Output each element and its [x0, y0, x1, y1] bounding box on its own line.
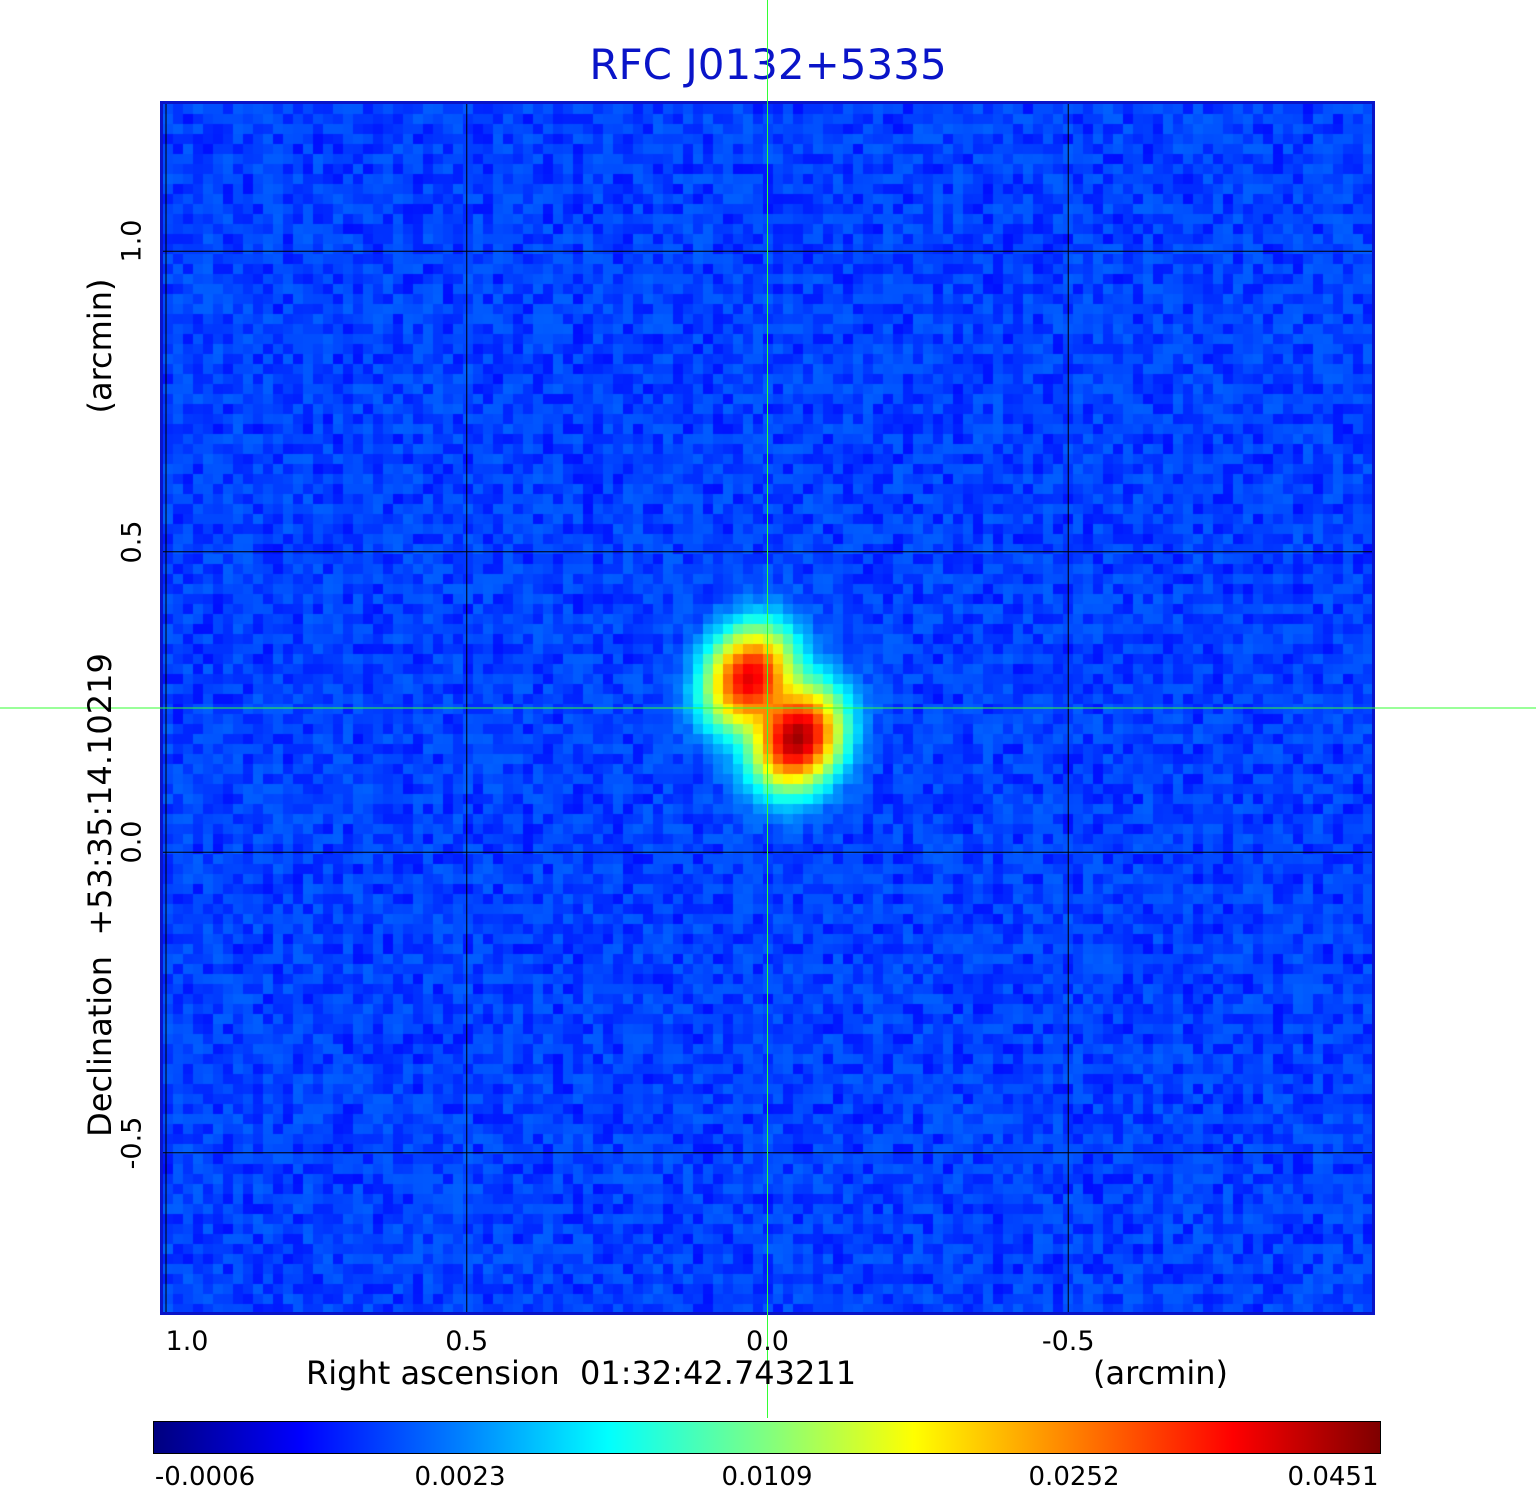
- y-tick-label: 0.0: [116, 820, 148, 864]
- chart-title: RFC J0132+5335: [589, 40, 947, 89]
- colorbar: [153, 1421, 1381, 1454]
- plot-frame: [160, 101, 1375, 1315]
- x-tick-label: -0.5: [1041, 1326, 1095, 1357]
- colorbar-tick-label: 0.0451: [1287, 1462, 1379, 1492]
- colorbar-tick-label: -0.0006: [154, 1462, 256, 1492]
- x-tick-label: 1.0: [165, 1326, 209, 1357]
- x-axis-label: Right ascension 01:32:42.743211: [306, 1354, 857, 1392]
- colorbar-tick-label: 0.0109: [721, 1462, 813, 1492]
- x-tick-label: 0.5: [445, 1326, 489, 1357]
- x-axis-unit: (arcmin): [1093, 1354, 1228, 1392]
- y-tick-label: -0.5: [116, 1116, 148, 1170]
- colorbar-tick-label: 0.0252: [1028, 1462, 1120, 1492]
- y-tick-label: 1.0: [116, 219, 148, 263]
- y-tick-label: 0.5: [116, 520, 148, 564]
- y-axis-unit: (arcmin): [81, 278, 119, 414]
- y-axis-label: Declination +53:35:14.10219: [81, 653, 119, 1137]
- colorbar-tick-label: 0.0023: [414, 1462, 506, 1492]
- grid-overlay: [163, 104, 1372, 1312]
- x-tick-label: 0.0: [746, 1326, 789, 1357]
